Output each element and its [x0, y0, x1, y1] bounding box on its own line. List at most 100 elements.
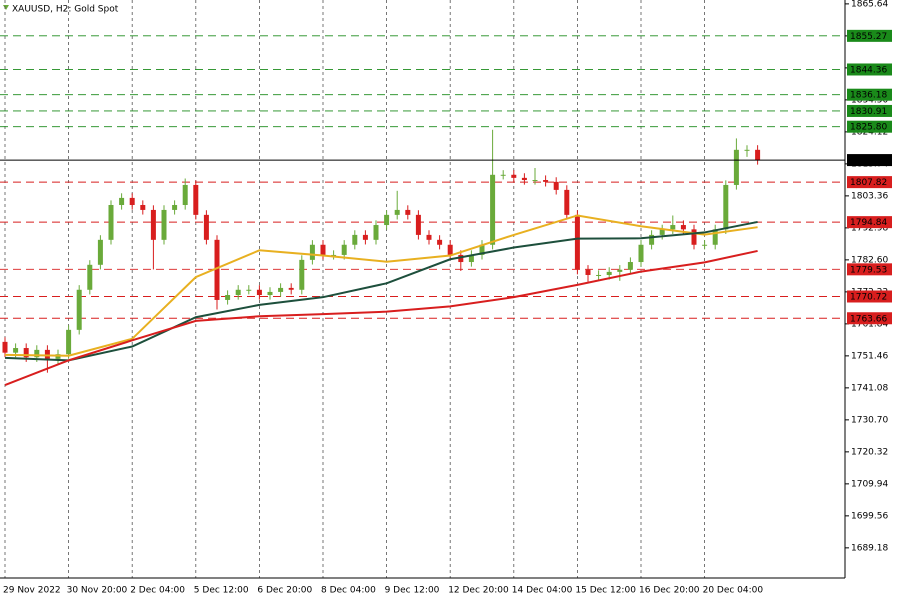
level-label-box: [847, 88, 892, 101]
candle-body: [34, 349, 40, 358]
candle-body: [574, 214, 580, 270]
candle-body: [76, 289, 82, 330]
x-tick-label: 5 Dec 12:00: [194, 586, 249, 596]
candle-body: [320, 244, 326, 255]
level-label: 1814.97: [850, 156, 887, 166]
level-label: 1844.36: [850, 65, 887, 75]
candle-body: [468, 254, 474, 263]
level-label-box: [847, 312, 892, 325]
candle-body: [511, 174, 517, 178]
x-tick-label: 14 Dec 04:00: [512, 586, 573, 596]
candle-body: [182, 184, 188, 205]
level-label-box: [847, 29, 892, 42]
x-tick-label: 9 Dec 12:00: [385, 586, 440, 596]
y-tick-label: 1792.98: [851, 223, 888, 233]
candle-body: [341, 244, 347, 255]
symbol-icon: [3, 5, 9, 10]
candle-body: [235, 289, 241, 296]
moving-average: [4, 249, 758, 386]
candle-body: [490, 174, 496, 245]
candle-body: [140, 204, 146, 210]
moving-average: [4, 220, 758, 362]
y-tick-label: 1730.70: [851, 415, 888, 425]
candle-body: [256, 289, 262, 296]
candle-body: [299, 259, 305, 290]
level-label: 1794.84: [850, 218, 887, 228]
candle-body: [203, 214, 209, 240]
candle-body: [479, 244, 485, 255]
candle-body: [723, 184, 729, 230]
candle-body: [119, 197, 125, 205]
level-label: 1763.66: [850, 314, 887, 324]
candle-body: [606, 271, 612, 275]
candle-body: [680, 225, 686, 230]
level-label: 1855.27: [850, 32, 887, 42]
candle-body: [596, 274, 602, 276]
candle-body: [352, 234, 358, 245]
x-tick-label: 12 Dec 20:00: [448, 586, 509, 596]
y-tick-label: 1741.08: [851, 383, 888, 393]
candle-body: [87, 264, 93, 290]
level-label-box: [847, 104, 892, 117]
candle-body: [755, 149, 761, 161]
level-label-box: [847, 263, 892, 276]
candle-body: [23, 348, 29, 358]
level-label: 1830.91: [850, 107, 887, 117]
candle-body: [712, 229, 718, 245]
candle-body: [702, 244, 708, 246]
x-tick-label: 15 Dec 12:00: [575, 586, 636, 596]
candle-body: [405, 209, 411, 215]
level-label-box: [847, 154, 892, 167]
candle-body: [670, 225, 676, 230]
candle-body: [691, 229, 697, 245]
level-label: 1836.18: [850, 91, 887, 101]
candle-body: [426, 234, 432, 240]
candle-body: [108, 204, 114, 240]
candle-body: [161, 209, 167, 240]
y-tick-label: 1761.84: [851, 319, 888, 329]
candle-body: [733, 149, 739, 185]
candle-body: [278, 287, 284, 292]
y-tick-label: 1865.64: [851, 0, 888, 9]
candle-body: [13, 348, 19, 353]
candle-body: [564, 189, 570, 215]
level-label: 1807.82: [850, 178, 887, 188]
candle-body: [225, 295, 231, 300]
candle-body: [500, 174, 506, 176]
candle-body: [172, 204, 178, 210]
y-tick-label: 1803.36: [851, 191, 888, 201]
y-tick-label: 1699.56: [851, 511, 888, 521]
candle-body: [384, 214, 390, 226]
x-tick-label: 29 Nov 2022: [3, 586, 61, 596]
candle-body: [362, 234, 368, 240]
candle-body: [66, 329, 72, 355]
candle-body: [394, 209, 400, 215]
x-tick-label: 6 Dec 20:00: [257, 586, 312, 596]
candle-body: [267, 291, 273, 296]
candle-body: [2, 341, 8, 353]
level-label-box: [847, 63, 892, 76]
candle-body: [458, 254, 464, 263]
x-tick-label: 30 Nov 20:00: [67, 586, 128, 596]
candle-body: [246, 289, 252, 291]
candle-body: [447, 244, 453, 255]
candle-body: [585, 269, 591, 275]
candle-body: [331, 254, 337, 256]
x-tick-label: 16 Dec 20:00: [639, 586, 700, 596]
x-tick-label: 2 Dec 04:00: [130, 586, 185, 596]
level-label: 1779.53: [850, 265, 887, 275]
candle-body: [617, 269, 623, 272]
candle-body: [309, 244, 315, 260]
level-label-box: [847, 176, 892, 189]
candle-body: [373, 225, 379, 240]
candle-body: [193, 184, 199, 215]
y-tick-label: 1720.32: [851, 447, 888, 457]
x-tick-label: 20 Dec 04:00: [703, 586, 764, 596]
y-tick-label: 1782.60: [851, 255, 888, 265]
chart-title: XAUUSD, H2: Gold Spot: [12, 5, 119, 15]
level-label: 1770.72: [850, 292, 887, 302]
y-tick-label: 1751.46: [851, 351, 888, 361]
candle-body: [627, 262, 633, 270]
